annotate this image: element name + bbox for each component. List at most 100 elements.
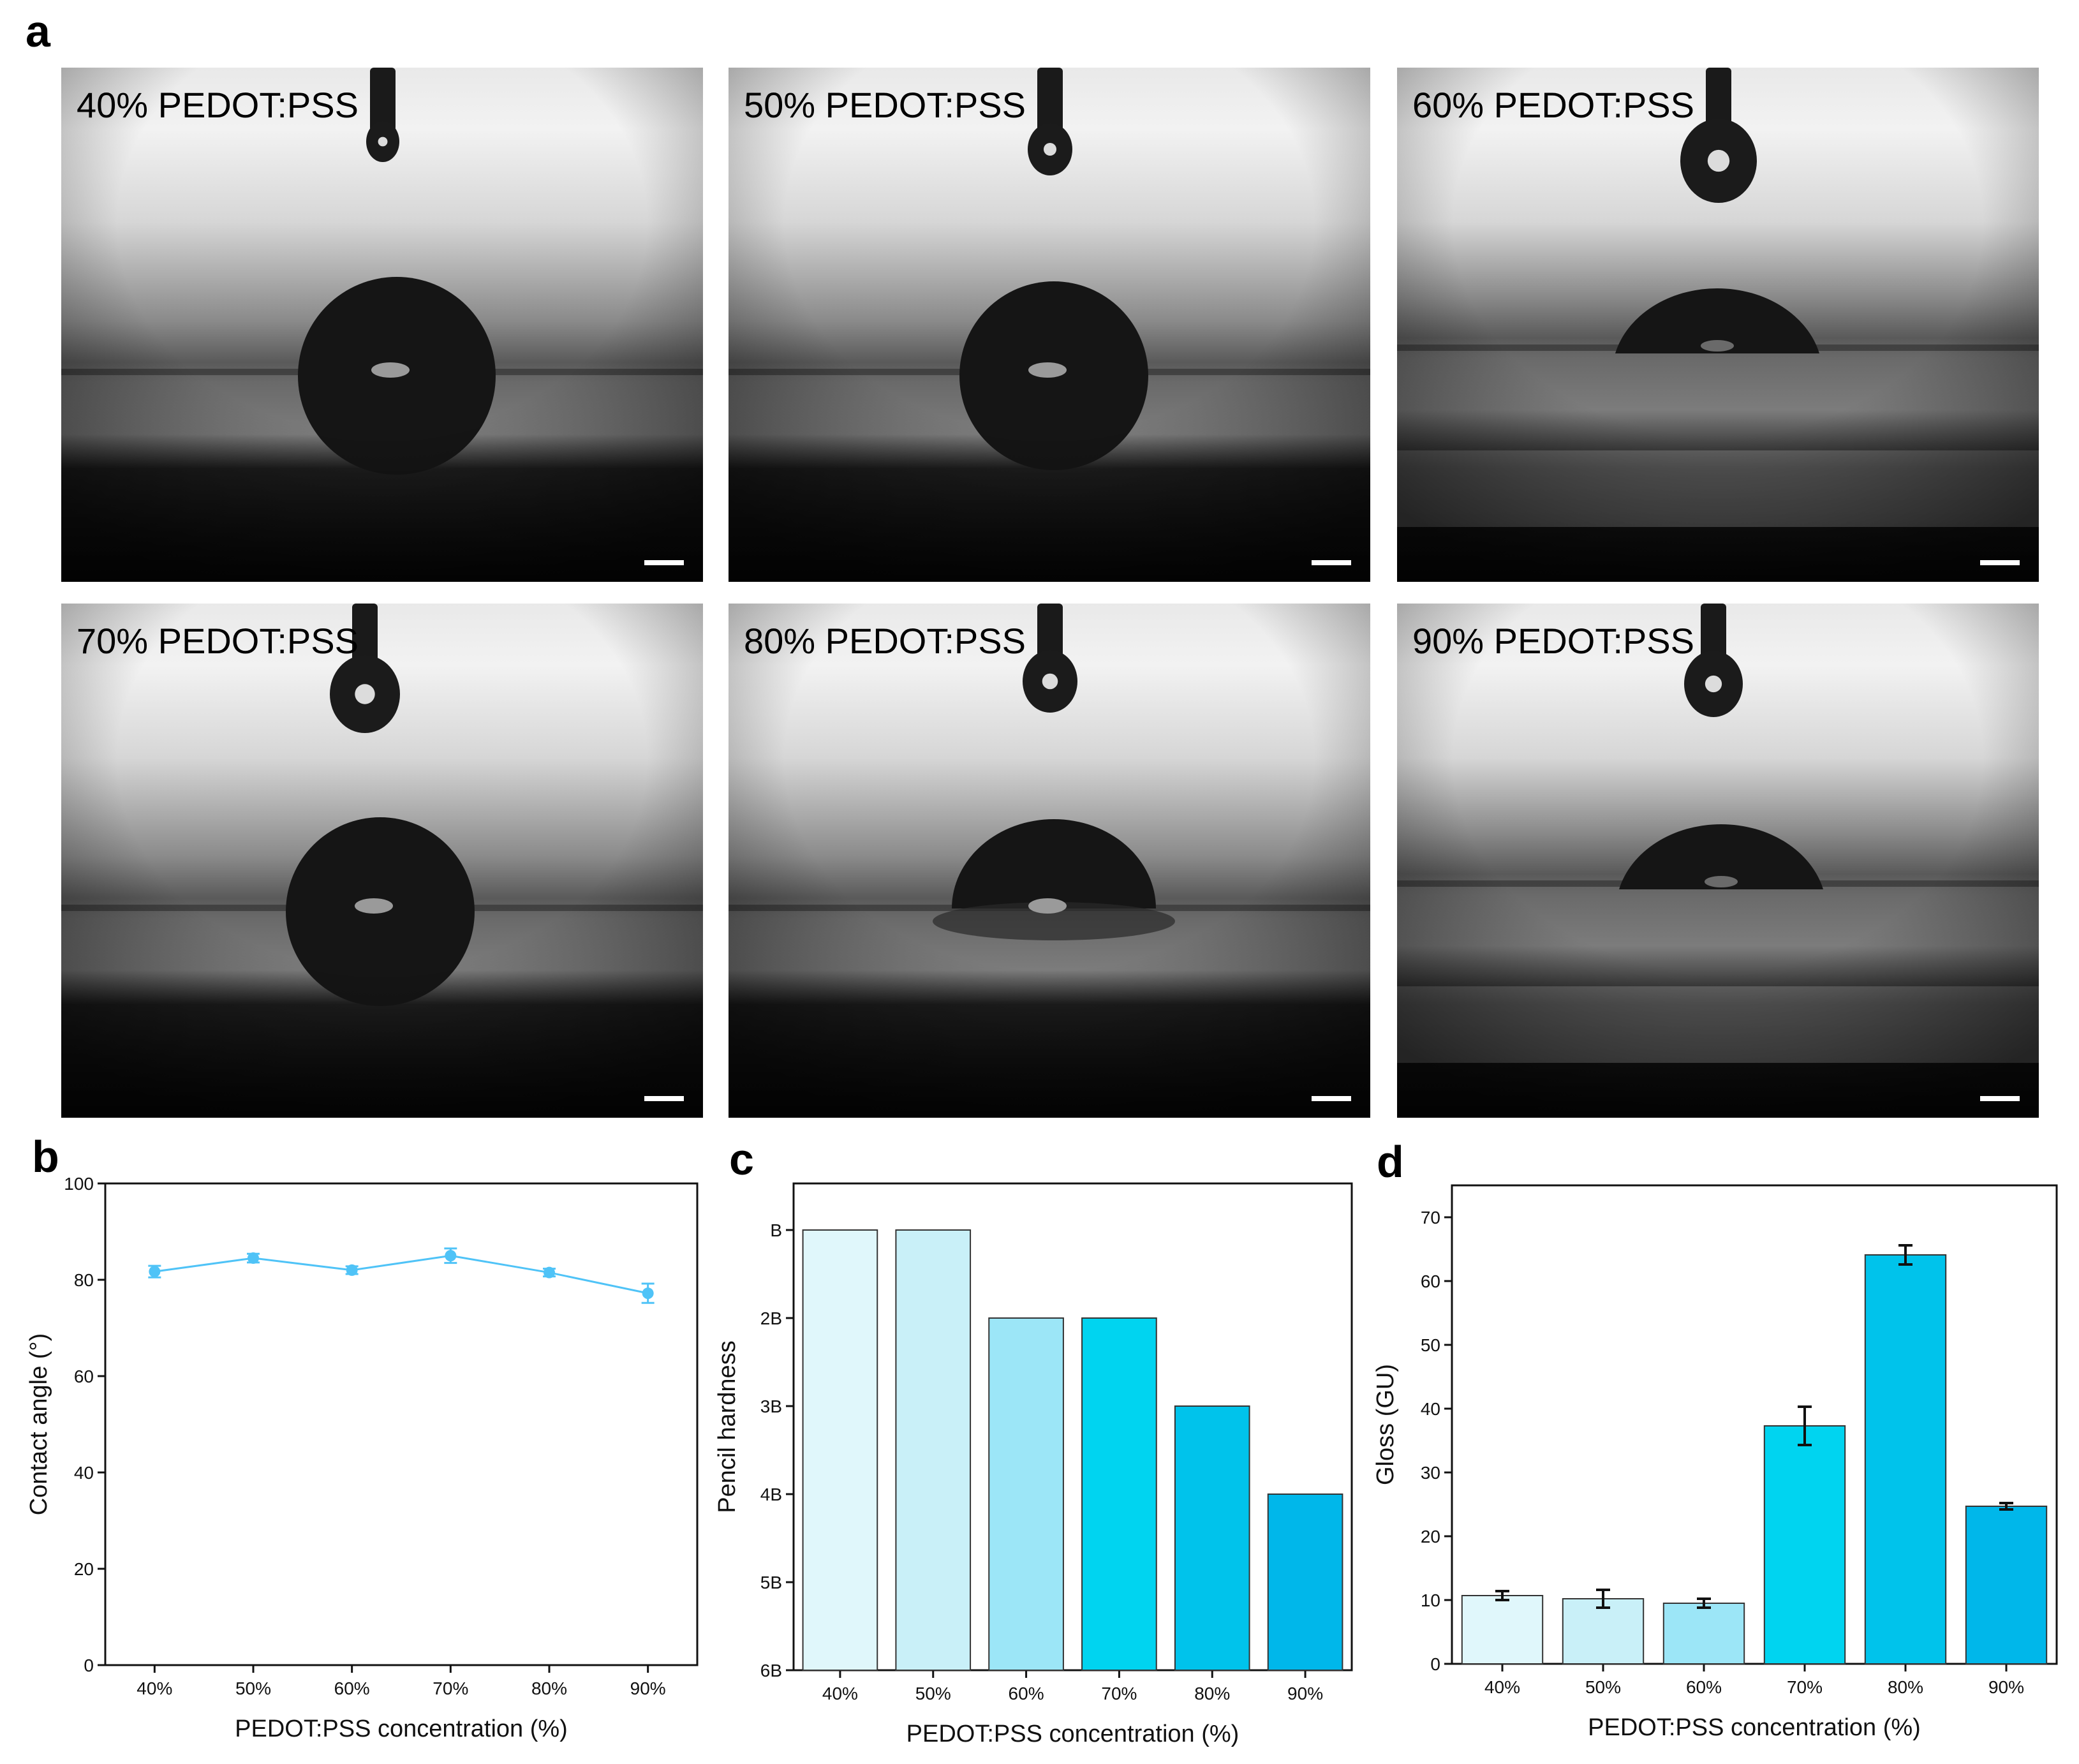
photo-label: 50% PEDOT:PSS xyxy=(744,85,1026,125)
y-tick-label: 2B xyxy=(760,1308,782,1328)
x-tick-label: 60% xyxy=(334,1679,370,1698)
plot-frame xyxy=(792,1182,1353,1671)
panel-label-b: b xyxy=(32,1132,59,1182)
x-tick-label: 60% xyxy=(1009,1684,1044,1703)
pencil-hardness-chart-svg: B 2B 3B 4B 5B 6B 40% 50% 60% 70% 80% 90% PEDOT:PSS c… xyxy=(714,1182,1353,1747)
y-tick-label: 40 xyxy=(74,1463,94,1483)
gloss-bar xyxy=(1662,1603,1745,1664)
data-point xyxy=(248,1252,259,1264)
y-tick-label: 10 xyxy=(1421,1590,1440,1610)
contact-angle-line xyxy=(154,1254,648,1294)
x-tick-label: 80% xyxy=(1888,1677,1923,1697)
data-point xyxy=(642,1287,654,1300)
y-tick-label: 6B xyxy=(760,1661,782,1680)
x-tick-label: 70% xyxy=(1787,1677,1823,1697)
hardness-bar xyxy=(1267,1493,1343,1671)
gloss-bar xyxy=(1965,1506,2048,1664)
data-point xyxy=(346,1264,358,1276)
photo-label: 40% PEDOT:PSS xyxy=(77,85,359,125)
droplet-photo: 50% PEDOT:PSS xyxy=(729,68,1370,582)
contact-angle-chart: 0 20 40 60 80 100 40% 50% 60% 70% 80% 90% PEDOT:PSS … xyxy=(0,1167,721,1764)
droplet-photo-svg xyxy=(1397,604,2039,1118)
photo-label: 60% PEDOT:PSS xyxy=(1412,85,1694,125)
x-tick-label: 70% xyxy=(433,1679,468,1698)
photo-label: 90% PEDOT:PSS xyxy=(1412,621,1694,661)
y-tick-label: 4B xyxy=(760,1485,782,1504)
y-tick-label: 60 xyxy=(74,1367,94,1386)
scale-bar xyxy=(1312,560,1351,565)
x-tick-label: 90% xyxy=(630,1679,666,1698)
hardness-bar xyxy=(895,1229,972,1671)
gloss-bar xyxy=(1461,1595,1544,1664)
panel-label-d: d xyxy=(1377,1137,1404,1187)
hardness-bar xyxy=(802,1229,878,1671)
hardness-bar xyxy=(1081,1317,1157,1671)
scale-bar xyxy=(1980,560,2020,565)
gloss-bar xyxy=(1864,1254,1947,1664)
x-tick-label: 90% xyxy=(1287,1684,1323,1703)
hardness-bar xyxy=(1174,1405,1250,1671)
data-point xyxy=(445,1250,457,1262)
x-tick-label: 80% xyxy=(531,1679,567,1698)
gloss-chart-svg: 0 10 20 30 40 50 60 70 40% 50% 60% 70% 80% 90% PEDOT:P… xyxy=(1372,1184,2058,1741)
plot-frame xyxy=(1451,1184,2058,1665)
droplet-photo-svg xyxy=(729,68,1370,582)
y-tick-label: 30 xyxy=(1421,1463,1440,1483)
gloss-chart: 0 10 20 30 40 50 60 70 40% 50% 60% 70% 80% 90% PEDOT:P… xyxy=(1372,1167,2079,1764)
data-point xyxy=(149,1266,161,1278)
photo-vignette xyxy=(729,604,1370,1118)
photo-vignette xyxy=(61,68,703,582)
scale-bar xyxy=(644,560,684,565)
y-axis-title: Contact angle (°) xyxy=(26,1333,52,1516)
x-tick-label: 50% xyxy=(1585,1677,1621,1697)
droplet-photo: 90% PEDOT:PSS xyxy=(1397,604,2039,1118)
droplet-photo-svg xyxy=(729,604,1370,1118)
x-tick-label: 70% xyxy=(1101,1684,1137,1703)
y-tick-label: 20 xyxy=(74,1559,94,1579)
panel-label-a: a xyxy=(26,6,50,56)
pencil-hardness-chart: B 2B 3B 4B 5B 6B 40% 50% 60% 70% 80% 90% PEDOT:PSS c… xyxy=(714,1167,1372,1764)
photo-label: 80% PEDOT:PSS xyxy=(744,621,1026,661)
droplet-photo: 40% PEDOT:PSS xyxy=(61,68,703,582)
x-tick-label: 90% xyxy=(1988,1677,2024,1697)
hardness-bar xyxy=(988,1317,1064,1671)
data-point xyxy=(544,1266,555,1279)
y-tick-label: 60 xyxy=(1421,1271,1440,1291)
scale-bar xyxy=(1312,1096,1351,1101)
photo-vignette xyxy=(1397,604,2039,1118)
gloss-bar xyxy=(1763,1425,1846,1664)
scale-bar xyxy=(1980,1096,2020,1101)
plot-frame xyxy=(104,1182,699,1666)
droplet-photo: 60% PEDOT:PSS xyxy=(1397,68,2039,582)
contact-angle-chart-svg: 0 20 40 60 80 100 40% 50% 60% 70% 80% 90% PEDOT:PSS … xyxy=(26,1174,699,1742)
y-tick-label: 5B xyxy=(760,1573,782,1592)
y-axis-title: Gloss (GU) xyxy=(1372,1364,1399,1485)
x-tick-label: 40% xyxy=(1484,1677,1520,1697)
x-axis-title: PEDOT:PSS concentration (%) xyxy=(1588,1714,1921,1741)
y-tick-label: 70 xyxy=(1421,1208,1440,1227)
photo-label: 70% PEDOT:PSS xyxy=(77,621,359,661)
y-tick-label: 40 xyxy=(1421,1399,1440,1419)
x-tick-label: 40% xyxy=(822,1684,858,1703)
y-tick-label: B xyxy=(770,1220,782,1240)
x-axis-title: PEDOT:PSS concentration (%) xyxy=(906,1721,1239,1747)
droplet-photo: 80% PEDOT:PSS xyxy=(729,604,1370,1118)
y-tick-label: 50 xyxy=(1421,1335,1440,1355)
y-tick-label: 100 xyxy=(64,1174,94,1194)
x-tick-label: 50% xyxy=(915,1684,951,1703)
x-tick-label: 40% xyxy=(137,1679,172,1698)
y-tick-label: 3B xyxy=(760,1397,782,1416)
photo-vignette xyxy=(1397,68,2039,582)
x-tick-label: 80% xyxy=(1194,1684,1230,1703)
x-tick-label: 60% xyxy=(1686,1677,1722,1697)
y-tick-label: 80 xyxy=(74,1270,94,1290)
droplet-photo-svg xyxy=(1397,68,2039,582)
droplet-photo-svg xyxy=(61,604,703,1118)
panel-label-c: c xyxy=(729,1134,754,1184)
y-tick-label: 0 xyxy=(84,1656,94,1675)
y-tick-label: 20 xyxy=(1421,1527,1440,1546)
photo-vignette xyxy=(61,604,703,1118)
x-tick-label: 50% xyxy=(235,1679,271,1698)
photo-vignette xyxy=(729,68,1370,582)
x-axis-title: PEDOT:PSS concentration (%) xyxy=(235,1716,568,1742)
